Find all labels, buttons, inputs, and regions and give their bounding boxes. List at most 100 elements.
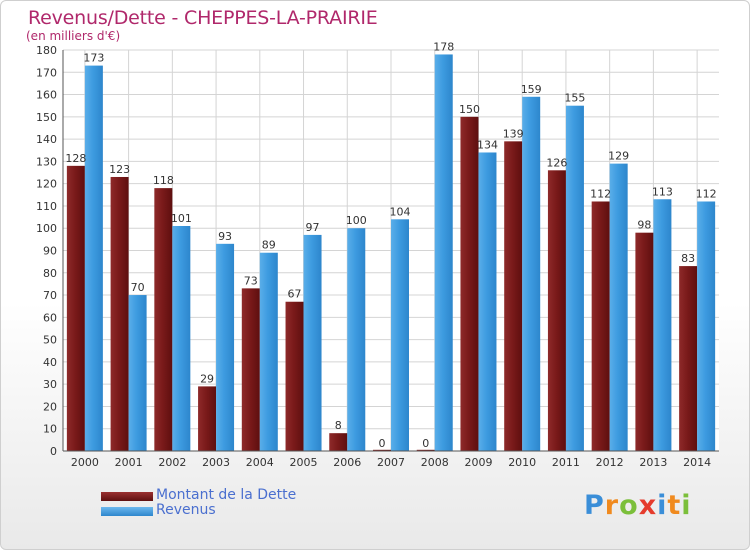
data-label-revenue: 89 [262, 239, 276, 252]
x-tick-label: 2009 [464, 456, 492, 469]
bar-debt-2004 [241, 288, 260, 451]
chart-title: Revenus/Dette - CHEPPES-LA-PRAIRIE [28, 7, 378, 29]
bar-revenue-2007 [391, 219, 409, 451]
x-tick-label: 2007 [377, 456, 405, 469]
logo-letter: P [584, 490, 605, 521]
data-label-revenue: 113 [652, 185, 673, 198]
bar-debt-2007 [373, 449, 391, 451]
bar-debt-2010 [504, 141, 523, 452]
bar-revenue-2006 [347, 228, 366, 451]
y-tick-label: 60 [43, 311, 57, 324]
data-label-debt: 112 [590, 187, 611, 200]
bar-revenue-2004 [259, 252, 278, 451]
bar-revenue-2010 [522, 96, 541, 452]
bar-revenue-2011 [565, 105, 584, 451]
x-tick-label: 2000 [71, 456, 99, 469]
bar-revenue-2002 [172, 225, 191, 451]
legend-label-debt: Montant de la Dette [156, 487, 297, 503]
x-tick-label: 2012 [596, 456, 624, 469]
logo-letter: r [604, 490, 620, 521]
y-tick-label: 160 [36, 89, 57, 102]
bar-revenue-2008 [434, 54, 453, 451]
y-tick-label: 80 [43, 267, 57, 280]
data-label-debt: 126 [546, 156, 567, 169]
bar-debt-2003 [198, 386, 217, 451]
bar-debt-2014 [679, 266, 698, 451]
y-tick-label: 40 [43, 356, 57, 369]
y-tick-label: 120 [36, 178, 57, 191]
data-label-revenue: 159 [521, 83, 542, 96]
y-tick-label: 30 [43, 378, 57, 391]
data-label-revenue: 104 [390, 205, 411, 218]
bar-debt-2006 [329, 433, 348, 451]
data-label-debt: 83 [681, 252, 695, 265]
bar-revenue-2005 [303, 234, 322, 451]
y-tick-label: 0 [50, 445, 57, 458]
y-tick-label: 20 [43, 400, 57, 413]
chart-subtitle: (en milliers d'€) [26, 29, 121, 43]
y-tick-label: 170 [36, 66, 57, 79]
data-label-revenue: 134 [477, 138, 498, 151]
data-label-debt: 150 [459, 103, 480, 116]
bar-debt-2011 [547, 170, 566, 452]
y-tick-label: 90 [43, 245, 57, 258]
logo-letter: t [667, 490, 682, 521]
bar-revenue-2014 [697, 201, 716, 451]
x-tick-label: 2006 [333, 456, 361, 469]
x-tick-label: 2002 [158, 456, 186, 469]
bar-revenue-2012 [609, 163, 628, 451]
y-tick-label: 180 [36, 44, 57, 57]
labels-layer: 128 173 123 70 118 101 29 93 73 89 67 97 8 100 0 104 0 17… [65, 40, 716, 450]
data-label-debt: 8 [335, 419, 342, 432]
data-label-debt: 123 [109, 163, 130, 176]
y-tick-label: 50 [43, 334, 57, 347]
x-tick-label: 2011 [552, 456, 580, 469]
logo-letter: x [638, 490, 658, 521]
bar-debt-2013 [635, 232, 654, 451]
legend-swatch-debt [101, 492, 153, 501]
x-tick-label: 2008 [421, 456, 449, 469]
data-label-revenue: 93 [218, 230, 232, 243]
x-tick-label: 2013 [639, 456, 667, 469]
logo-letter: i [657, 490, 668, 521]
y-tick-label: 100 [36, 222, 57, 235]
data-label-revenue: 178 [433, 40, 454, 53]
y-tick-label: 10 [43, 423, 57, 436]
bar-revenue-2013 [653, 199, 672, 451]
x-tick-label: 2004 [246, 456, 274, 469]
data-label-debt: 118 [153, 174, 174, 187]
data-label-debt: 139 [503, 127, 524, 140]
x-tick-label: 2001 [115, 456, 143, 469]
logo-letter: o [619, 490, 639, 521]
data-label-debt: 98 [637, 219, 651, 232]
data-label-debt: 0 [379, 437, 386, 450]
y-tick-label: 140 [36, 133, 57, 146]
data-label-revenue: 70 [131, 281, 145, 294]
legend-swatch-revenue [101, 507, 153, 516]
x-tick-label: 2005 [290, 456, 318, 469]
bar-debt-2012 [591, 201, 610, 451]
data-label-revenue: 101 [171, 212, 192, 225]
bar-debt-2005 [285, 301, 304, 451]
y-tick-label: 70 [43, 289, 57, 302]
x-tick-label: 2010 [508, 456, 536, 469]
data-label-revenue: 97 [306, 221, 320, 234]
bar-debt-2002 [154, 188, 173, 451]
proxiti-logo: Proxiti [584, 490, 692, 521]
y-tick-label: 130 [36, 155, 57, 168]
legend-label-revenue: Revenus [156, 502, 216, 518]
data-label-revenue: 173 [83, 52, 104, 65]
axis-layer: 0102030405060708090100110120130140150160… [36, 44, 719, 469]
bar-revenue-2001 [128, 295, 147, 451]
data-label-debt: 67 [288, 288, 302, 301]
bar-revenue-2003 [216, 243, 235, 451]
bar-debt-2000 [66, 165, 85, 451]
y-tick-label: 150 [36, 111, 57, 124]
data-label-revenue: 112 [696, 187, 717, 200]
bar-debt-2009 [460, 116, 479, 451]
bar-revenue-2000 [84, 65, 103, 451]
logo-letter: i [681, 490, 692, 521]
data-label-debt: 0 [422, 437, 429, 450]
